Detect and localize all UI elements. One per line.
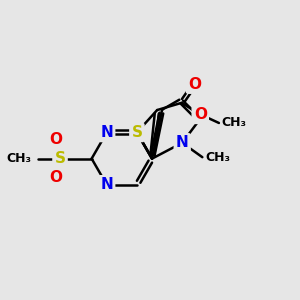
- Text: CH₃: CH₃: [205, 151, 230, 164]
- Text: S: S: [131, 125, 142, 140]
- Text: N: N: [100, 125, 113, 140]
- Text: CH₃: CH₃: [222, 116, 247, 130]
- Text: O: O: [188, 77, 201, 92]
- Text: O: O: [194, 107, 207, 122]
- Text: N: N: [176, 135, 189, 150]
- Text: CH₃: CH₃: [6, 152, 31, 165]
- Text: S: S: [55, 151, 65, 166]
- Text: O: O: [49, 170, 62, 185]
- Text: O: O: [49, 132, 62, 147]
- Text: N: N: [100, 177, 113, 192]
